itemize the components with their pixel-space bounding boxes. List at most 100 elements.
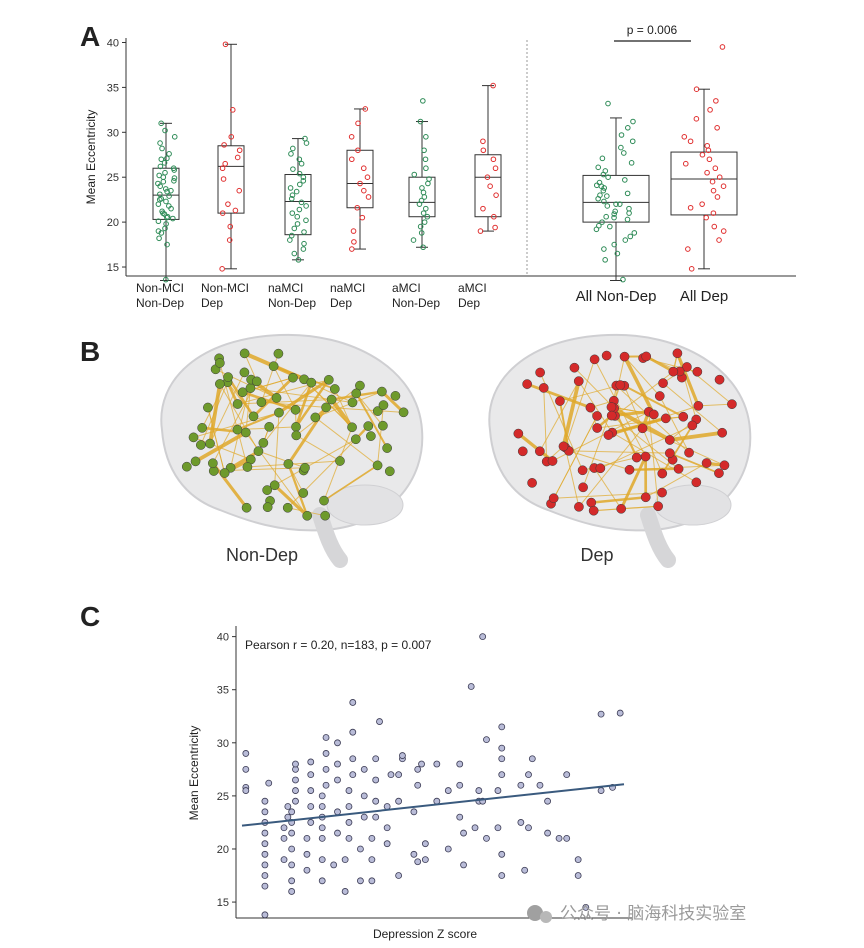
- network-node: [251, 376, 262, 387]
- network-node: [619, 351, 630, 362]
- network-edge: [624, 356, 661, 397]
- data-point: [229, 107, 236, 113]
- network-node: [547, 456, 558, 466]
- data-point: [490, 156, 497, 163]
- network-edge: [559, 384, 621, 402]
- data-point: [158, 120, 164, 127]
- data-point: [420, 244, 426, 251]
- scatter-point: [318, 877, 326, 885]
- data-point: [627, 233, 634, 240]
- data-point: [601, 198, 607, 205]
- data-point: [166, 203, 172, 209]
- network-node: [640, 451, 651, 462]
- scatter-point: [421, 840, 429, 848]
- network-edge: [669, 430, 723, 442]
- network-node: [668, 366, 679, 377]
- network-node: [384, 466, 395, 477]
- data-point: [348, 133, 355, 140]
- data-point: [629, 138, 636, 145]
- pearson-annotation: Pearson r = 0.20, n=183, p = 0.007: [245, 638, 432, 652]
- network-edge: [568, 450, 630, 471]
- data-point: [170, 215, 176, 222]
- network-node: [190, 456, 201, 467]
- panel-b-brain-networks: Non-Dep Dep: [160, 333, 752, 568]
- data-point: [626, 205, 632, 212]
- scatter-point: [525, 771, 532, 779]
- data-point: [624, 125, 631, 131]
- network-edge: [258, 450, 306, 469]
- scatter-point: [597, 710, 605, 718]
- network-node: [351, 388, 362, 399]
- box-group-0: [152, 120, 180, 283]
- scatter-point: [261, 829, 269, 837]
- data-point: [418, 197, 425, 204]
- network-node: [319, 495, 329, 506]
- data-point: [293, 188, 300, 195]
- network-node: [271, 393, 282, 403]
- brainstem: [312, 507, 348, 568]
- scatter-point: [318, 803, 326, 810]
- wechat-icon-bubble: [540, 911, 552, 923]
- scatter-point: [345, 787, 353, 794]
- network-edge: [526, 382, 591, 409]
- network-node: [657, 468, 668, 479]
- data-point: [605, 174, 611, 181]
- scatter-point: [498, 872, 506, 879]
- scatter-point: [322, 734, 330, 741]
- network-node: [606, 410, 617, 421]
- data-point: [621, 150, 627, 156]
- scatter-point: [544, 797, 551, 805]
- data-point: [221, 142, 227, 148]
- scatter-point: [261, 850, 269, 858]
- data-point: [232, 207, 239, 214]
- data-point: [410, 237, 417, 243]
- data-point: [364, 174, 371, 181]
- data-point: [602, 168, 609, 174]
- data-point: [716, 174, 723, 181]
- network-edge: [229, 449, 260, 470]
- network-node: [538, 383, 549, 393]
- data-point: [618, 144, 624, 151]
- scatter-point: [261, 911, 269, 919]
- network-node: [534, 446, 545, 457]
- scatter-point: [597, 787, 605, 794]
- network-edge: [622, 355, 656, 416]
- scatter-point: [383, 803, 391, 810]
- network-node: [574, 501, 584, 512]
- scatter-point: [341, 856, 349, 863]
- scatter-point: [242, 750, 250, 757]
- data-point: [704, 169, 710, 176]
- network-node: [232, 399, 243, 409]
- scatter-point: [318, 834, 326, 842]
- network-node: [264, 421, 275, 432]
- scatter-point: [544, 829, 551, 837]
- scatter-point: [372, 755, 380, 763]
- scatter-point: [280, 856, 288, 863]
- data-point: [421, 194, 428, 200]
- scatter-point: [360, 813, 368, 821]
- data-point: [607, 223, 613, 230]
- scatter-point: [483, 736, 490, 744]
- data-point: [225, 201, 231, 207]
- scatter-point: [376, 718, 383, 725]
- network-edge: [296, 434, 341, 462]
- network-node: [684, 447, 694, 458]
- data-point: [491, 213, 497, 220]
- network-edge: [278, 378, 330, 414]
- network-node: [719, 460, 730, 471]
- box-iqr: [284, 174, 312, 236]
- network-edge: [698, 403, 732, 407]
- data-point: [300, 246, 307, 252]
- data-point: [164, 214, 170, 221]
- data-point: [351, 239, 357, 245]
- network-node: [291, 422, 301, 432]
- data-point: [710, 210, 717, 216]
- network-node: [654, 391, 665, 401]
- data-point: [712, 165, 719, 172]
- network-edge: [323, 464, 379, 502]
- data-point: [236, 147, 243, 154]
- data-point: [611, 241, 618, 248]
- network-node: [664, 435, 675, 445]
- network-edge: [561, 380, 581, 447]
